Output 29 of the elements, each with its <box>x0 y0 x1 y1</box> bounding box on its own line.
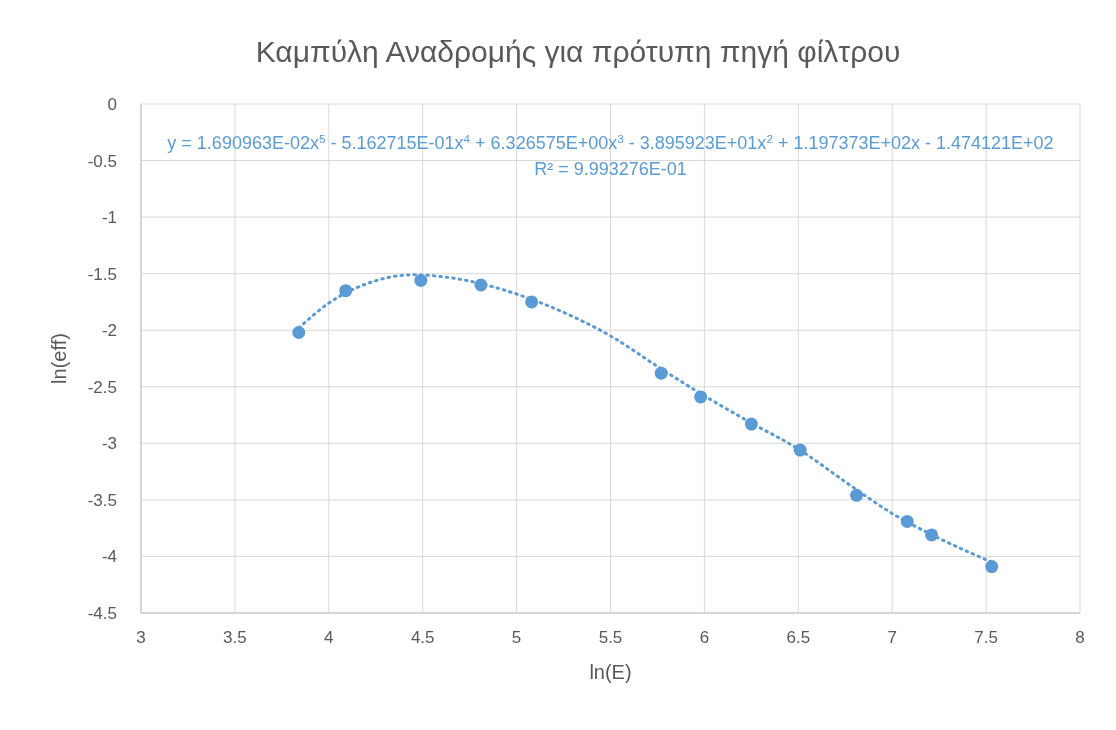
x-tick-label: 7 <box>887 628 897 647</box>
x-tick-label: 6.5 <box>786 628 811 647</box>
x-axis-title: ln(E) <box>589 661 632 683</box>
x-tick-label: 6 <box>699 628 710 647</box>
y-tick-label: -3 <box>101 434 117 454</box>
y-tick-label: -0.5 <box>87 151 117 171</box>
x-tick-label: 5.5 <box>598 628 623 647</box>
x-tick-label: 4 <box>324 628 334 647</box>
y-tick-label: -1 <box>101 208 117 228</box>
point <box>292 325 306 339</box>
point <box>985 560 999 574</box>
point <box>414 273 428 287</box>
x-tick-label: 4.5 <box>410 628 435 647</box>
y-tick-label: -1.5 <box>87 264 117 284</box>
x-tick-label: 3.5 <box>223 628 247 647</box>
y-axis-title: ln(eff) <box>48 333 70 384</box>
y-tick-label: -4 <box>101 547 117 567</box>
chart-title: Καμπύλη Αναδρομής για πρότυπη πηγή φίλτρου <box>255 35 901 68</box>
y-tick-label: -3.5 <box>87 490 117 510</box>
y-tick-label: -4.5 <box>87 603 117 623</box>
annotation: R² = 9.993276E-01 <box>534 159 687 179</box>
x-tick-label: 5 <box>511 628 522 647</box>
x-tick-label: 7.5 <box>974 628 998 647</box>
x-tick-label: 8 <box>1075 628 1085 647</box>
y-tick-label: -2 <box>101 321 117 341</box>
text: y = 1.690963E-02x$^{5}$ - 5.162715E-01x$^{4}$ + 6.326575E+00x$^{3}$ - 3.895923E+01x$^{2}$ + 1.197373E+02x - 1.474121E+02 <box>167 131 1054 153</box>
x-tick-label: 3 <box>136 628 146 647</box>
y-tick-label: 0 <box>107 94 117 114</box>
y-tick-label: -2.5 <box>87 377 117 397</box>
